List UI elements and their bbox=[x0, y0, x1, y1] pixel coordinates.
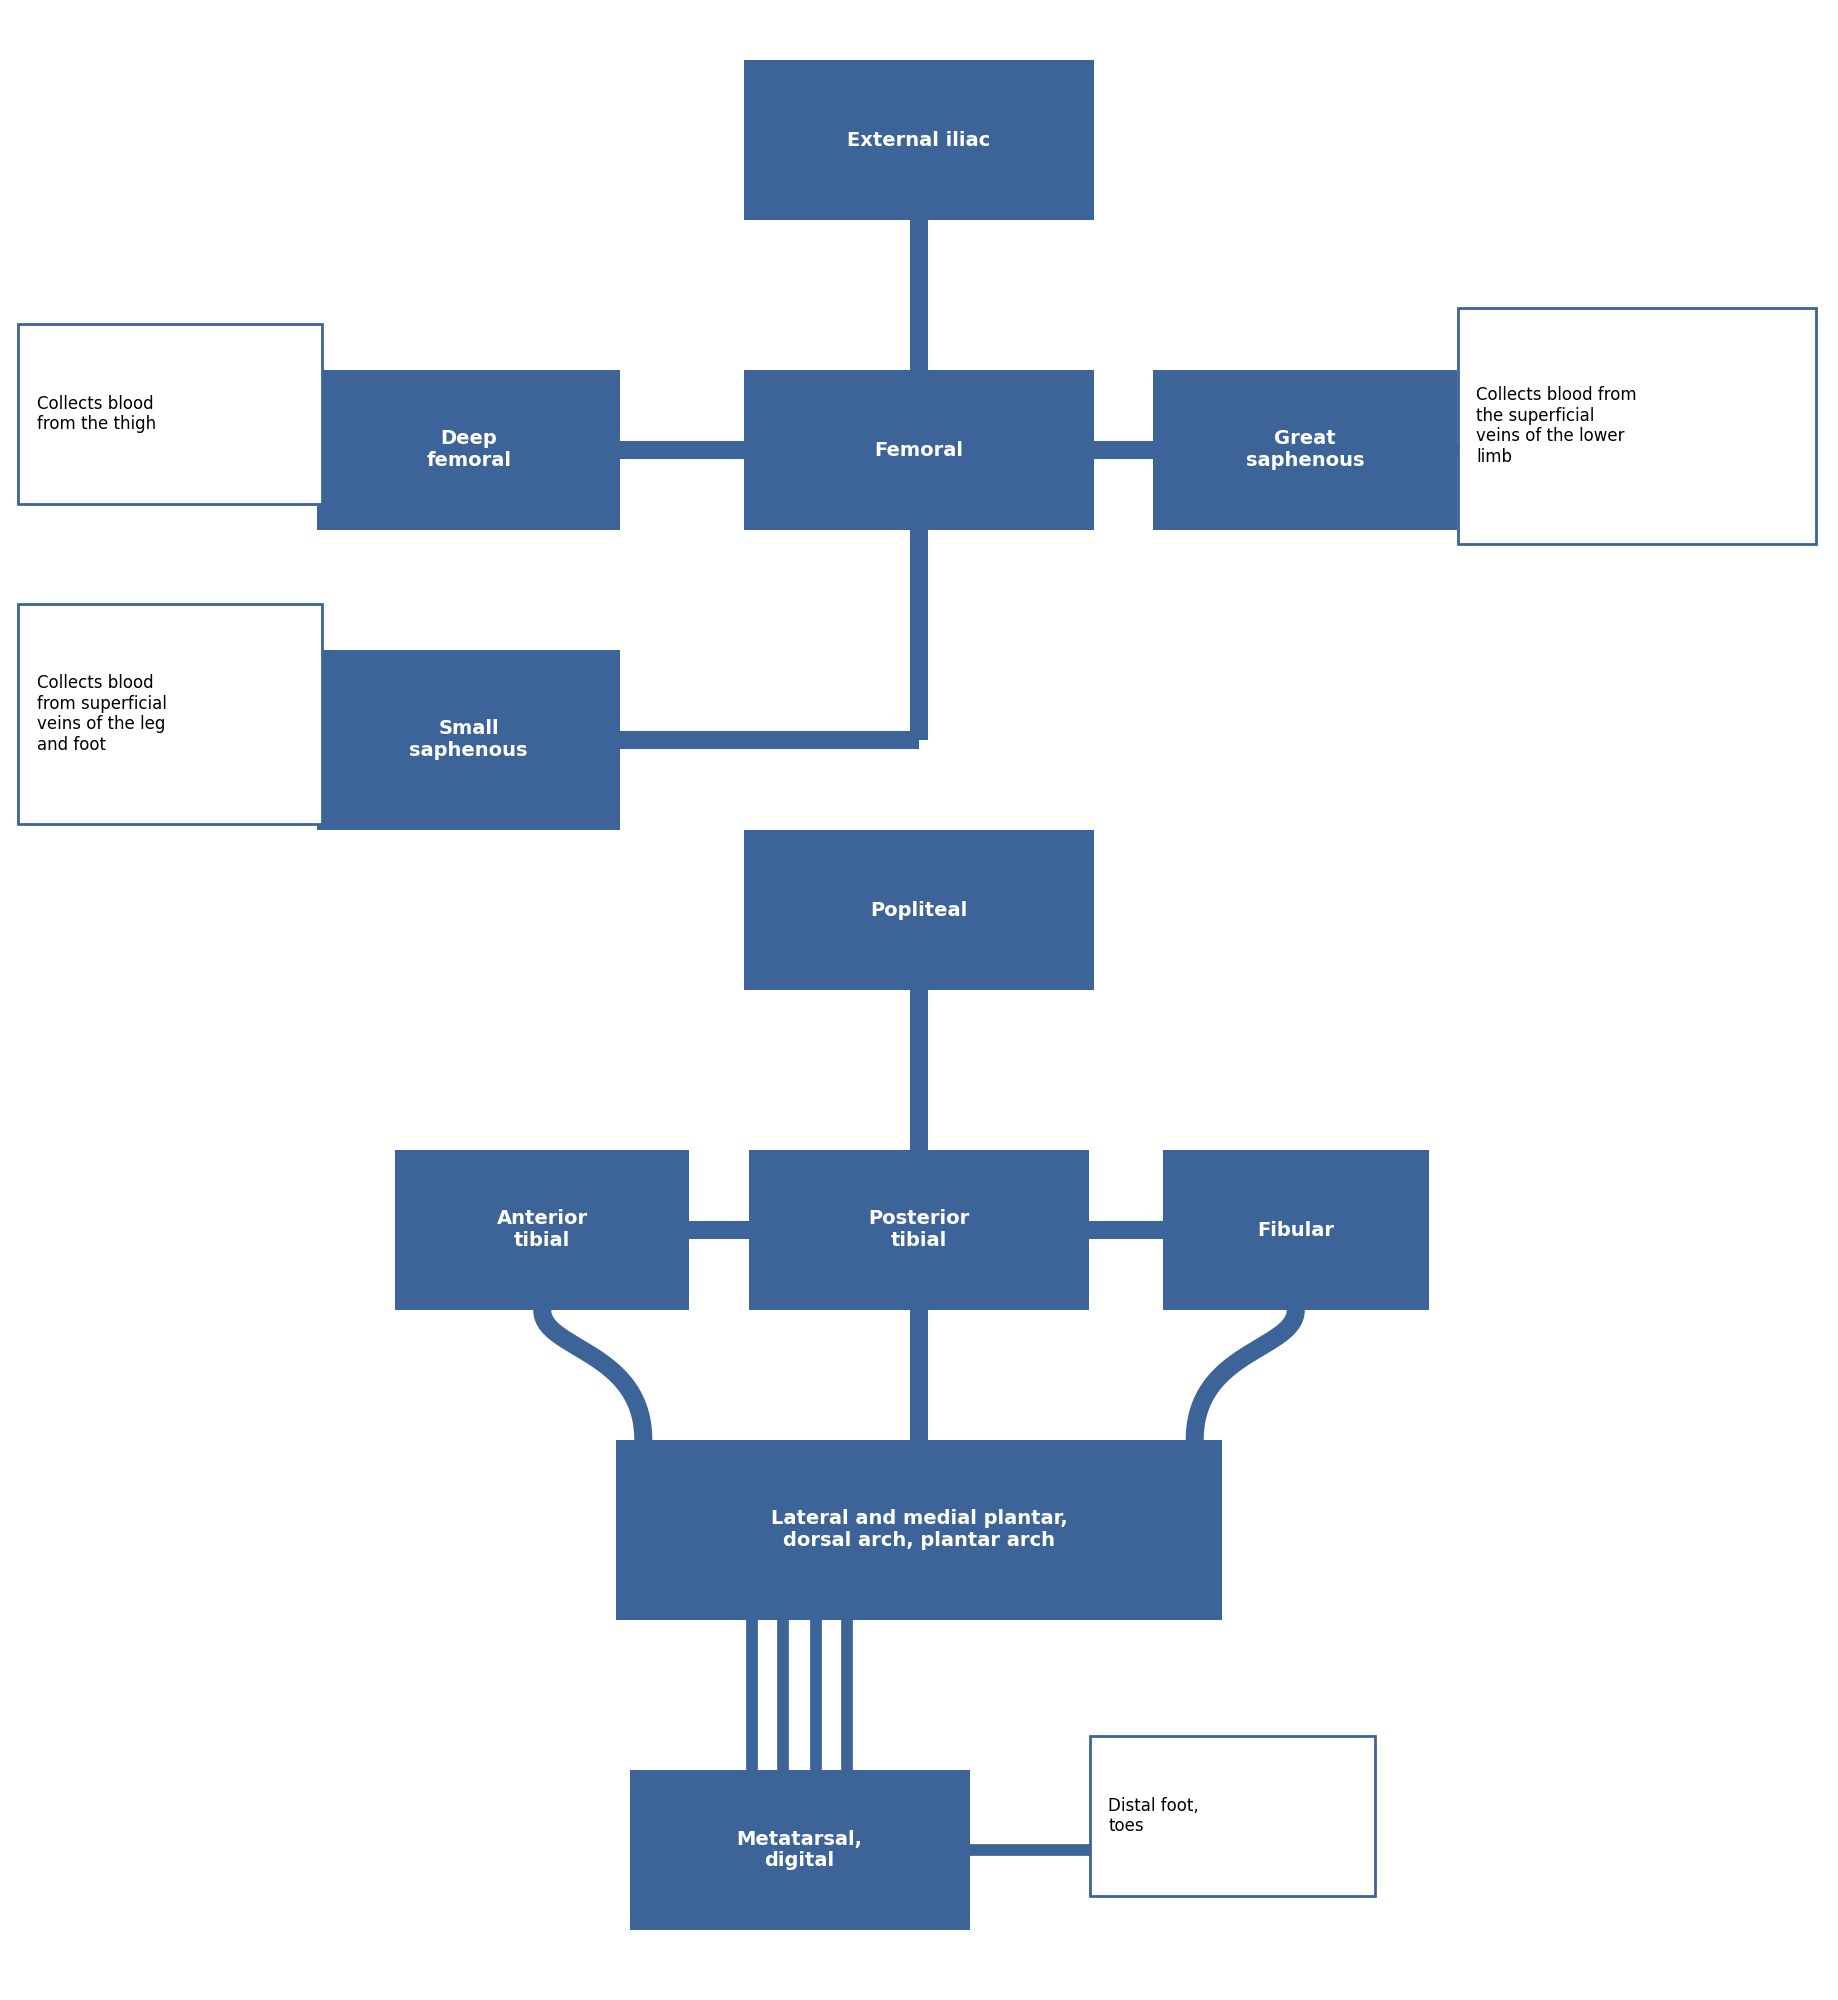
FancyBboxPatch shape bbox=[744, 830, 1094, 990]
FancyBboxPatch shape bbox=[1458, 308, 1816, 544]
FancyBboxPatch shape bbox=[630, 1770, 970, 1930]
FancyBboxPatch shape bbox=[744, 60, 1094, 220]
Text: Collects blood from
the superficial
veins of the lower
limb: Collects blood from the superficial vein… bbox=[1476, 386, 1636, 466]
FancyBboxPatch shape bbox=[1090, 1736, 1375, 1896]
FancyBboxPatch shape bbox=[18, 604, 322, 824]
Text: Fibular: Fibular bbox=[1257, 1220, 1334, 1240]
FancyBboxPatch shape bbox=[395, 1150, 689, 1310]
Text: Lateral and medial plantar,
dorsal arch, plantar arch: Lateral and medial plantar, dorsal arch,… bbox=[770, 1510, 1068, 1550]
FancyBboxPatch shape bbox=[316, 370, 621, 530]
Text: Collects blood
from the thigh: Collects blood from the thigh bbox=[37, 394, 156, 434]
Text: Anterior
tibial: Anterior tibial bbox=[496, 1210, 588, 1250]
Text: Metatarsal,
digital: Metatarsal, digital bbox=[737, 1830, 862, 1870]
FancyBboxPatch shape bbox=[1154, 370, 1456, 530]
Text: Great
saphenous: Great saphenous bbox=[1246, 430, 1364, 470]
Text: Popliteal: Popliteal bbox=[871, 900, 967, 920]
FancyBboxPatch shape bbox=[750, 1150, 1088, 1310]
Text: Collects blood
from superficial
veins of the leg
and foot: Collects blood from superficial veins of… bbox=[37, 674, 167, 754]
FancyBboxPatch shape bbox=[1162, 1150, 1430, 1310]
Text: External iliac: External iliac bbox=[847, 130, 991, 150]
FancyBboxPatch shape bbox=[316, 650, 621, 830]
Text: Posterior
tibial: Posterior tibial bbox=[868, 1210, 970, 1250]
FancyBboxPatch shape bbox=[18, 324, 322, 504]
FancyBboxPatch shape bbox=[616, 1440, 1222, 1620]
Text: Deep
femoral: Deep femoral bbox=[426, 430, 511, 470]
Text: Small
saphenous: Small saphenous bbox=[410, 720, 528, 760]
Text: Distal foot,
toes: Distal foot, toes bbox=[1108, 1796, 1198, 1836]
Text: Femoral: Femoral bbox=[875, 440, 963, 460]
FancyBboxPatch shape bbox=[744, 370, 1094, 530]
